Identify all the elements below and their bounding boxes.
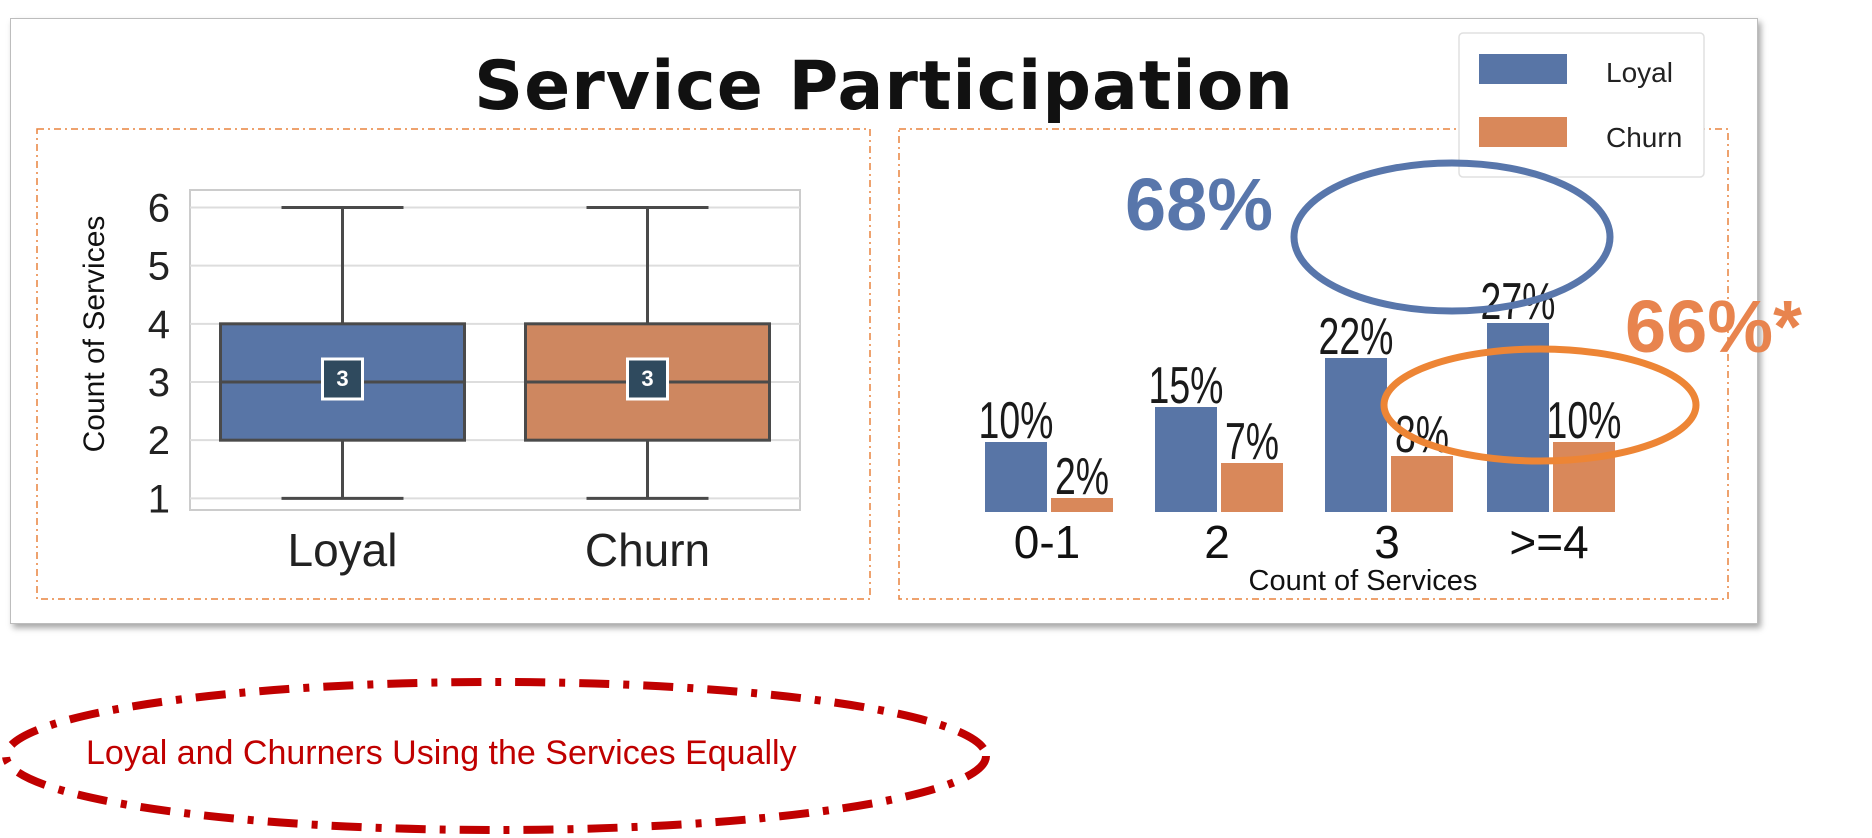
boxplot-median-label: 3 xyxy=(641,366,653,391)
boxplot-ylabel: Count of Services xyxy=(78,216,111,453)
barchart-frame xyxy=(898,128,1729,600)
boxplot-ytick-label: 5 xyxy=(148,245,170,289)
boxplot: Count of Services 1 2 3 4 5 6 3 Loyal 3 Churn xyxy=(78,186,801,576)
bar-xtick-label: 3 xyxy=(1374,516,1400,568)
bar-churn xyxy=(1221,463,1283,512)
bar-value-label: 22% xyxy=(1319,307,1394,366)
bar-chart: Count of Services 10%2%0-115%7%222%8%327… xyxy=(979,272,1622,597)
legend-swatch-loyal xyxy=(1479,54,1567,84)
bar-value-label: 10% xyxy=(979,391,1054,450)
note-ellipse xyxy=(2,678,990,834)
boxplot-median-label: 3 xyxy=(336,366,348,391)
bar-value-label: 2% xyxy=(1055,447,1109,506)
boxplot-frame xyxy=(36,128,871,600)
bar-xtick-label: >=4 xyxy=(1509,516,1588,568)
annotation-loyal-share: 68% xyxy=(1125,163,1273,246)
boxplot-median-marker xyxy=(626,357,669,401)
boxplot-ytick-label: 3 xyxy=(148,361,170,405)
boxplot-ytick-label: 6 xyxy=(148,186,170,230)
legend-label-loyal: Loyal xyxy=(1606,57,1673,88)
boxplot-ytick-label: 1 xyxy=(148,477,170,521)
legend-swatch-churn xyxy=(1479,117,1567,147)
bar-loyal xyxy=(985,442,1047,512)
note-text: Loyal and Churners Using the Services Eq… xyxy=(86,734,797,772)
boxplot-ytick-label: 4 xyxy=(148,303,170,347)
boxplot-xtick-label: Loyal xyxy=(288,524,398,576)
boxplot-median-marker xyxy=(321,357,364,401)
legend: Loyal Churn xyxy=(1458,32,1705,178)
barchart-xlabel: Count of Services xyxy=(1249,565,1478,597)
highlight-ellipse-churn xyxy=(1380,345,1700,465)
bar-churn xyxy=(1391,456,1453,512)
bar-loyal xyxy=(1325,358,1387,512)
boxplot-ytick-label: 2 xyxy=(148,419,170,463)
bar-value-label: 7% xyxy=(1225,412,1279,471)
boxplot-xtick-label: Churn xyxy=(585,524,710,576)
bar-value-label: 10% xyxy=(1547,391,1622,450)
legend-label-churn: Churn xyxy=(1606,122,1682,153)
highlight-ellipse-loyal xyxy=(1290,159,1614,315)
bar-xtick-label: 0-1 xyxy=(1014,516,1080,568)
bar-value-label: 15% xyxy=(1149,356,1224,415)
bar-loyal xyxy=(1155,407,1217,512)
bar-xtick-label: 2 xyxy=(1204,516,1230,568)
bar-churn xyxy=(1051,498,1113,512)
annotation-churn-share: 66%* xyxy=(1625,285,1802,368)
page-title: Service Participation xyxy=(474,47,1294,126)
